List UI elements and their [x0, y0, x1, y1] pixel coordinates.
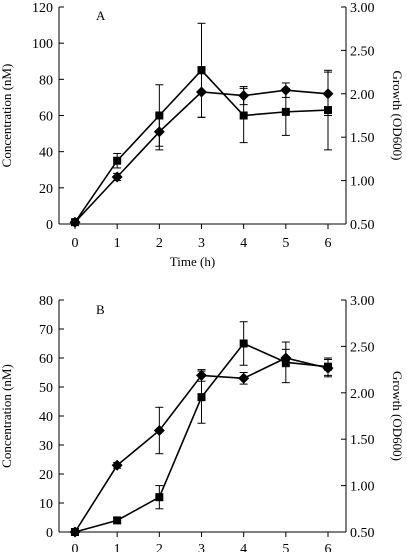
y-tick-label: 20	[39, 182, 53, 197]
panel-letter: B	[96, 302, 105, 317]
y-right-tick-label: 1.00	[350, 175, 375, 190]
diamond-marker	[196, 86, 207, 98]
y-tick-label: 20	[39, 468, 53, 483]
y-tick-label: 60	[39, 352, 53, 367]
x-tick-label: 5	[282, 236, 289, 251]
diamond-marker	[280, 84, 292, 96]
y-tick-label: 50	[39, 381, 53, 396]
square-marker	[281, 107, 290, 116]
y-tick-label: 80	[39, 73, 53, 88]
y-right-tick-label: 1.50	[350, 433, 375, 448]
x-tick-label: 5	[282, 542, 289, 552]
y-right-tick-label: 0.50	[350, 218, 375, 233]
x-tick-label: 6	[325, 542, 332, 552]
diamond-marker	[196, 369, 207, 381]
x-tick-label: 3	[198, 236, 205, 251]
diamond-marker	[111, 459, 123, 471]
square-marker	[155, 493, 164, 502]
y-right-tick-label: 1.50	[350, 131, 375, 146]
series-diamond	[69, 348, 334, 538]
y-axis-title: Concentration (nM)	[0, 364, 14, 468]
y-tick-label: 120	[32, 1, 53, 16]
y-axis-right-title: Growth (OD600)	[390, 71, 405, 161]
y-right-tick-label: 2.00	[350, 387, 375, 402]
y-tick-label: 40	[39, 410, 53, 425]
x-tick-label: 3	[198, 542, 205, 552]
y-tick-label: 60	[39, 110, 53, 125]
y-tick-label: 30	[39, 439, 53, 454]
square-marker	[113, 156, 122, 165]
x-tick-label: 1	[114, 542, 121, 552]
x-tick-label: 2	[156, 236, 163, 251]
y-tick-label: 100	[32, 37, 53, 52]
y-axis-title: Concentration (nM)	[0, 64, 14, 168]
x-tick-label: 4	[240, 236, 247, 251]
diamond-marker	[69, 216, 81, 228]
y-right-tick-label: 3.00	[350, 1, 375, 16]
x-tick-label: 6	[325, 236, 332, 251]
y-tick-label: 40	[39, 146, 53, 161]
y-right-tick-label: 2.50	[350, 340, 375, 355]
panel-letter: A	[96, 8, 106, 23]
diamond-marker	[238, 90, 250, 102]
y-tick-label: 10	[39, 497, 53, 512]
series-square	[71, 321, 332, 536]
x-tick-label: 0	[72, 542, 79, 552]
y-right-tick-label: 0.50	[350, 526, 375, 541]
panel-a: 0 20 40 60 80 100 120 0.50 1.00 1.50 2.00 2.50 3.00 0…	[0, 1, 405, 269]
square-marker	[239, 111, 248, 120]
y-right-tick-label: 3.00	[350, 294, 375, 309]
y-tick-label: 70	[39, 323, 53, 338]
y-right-tick-label: 1.00	[350, 480, 375, 495]
series-square	[71, 22, 332, 227]
square-marker	[197, 393, 206, 402]
x-axis-title: Time (h)	[170, 254, 215, 269]
diamond-marker	[322, 88, 334, 100]
diamond-marker	[238, 372, 250, 384]
square-marker	[239, 339, 248, 348]
diamond-marker	[280, 352, 292, 364]
diamond-marker	[153, 425, 165, 436]
diamond-marker	[111, 171, 123, 183]
y-tick-label: 0	[46, 218, 53, 233]
square-marker	[113, 516, 122, 525]
y-tick-label: 80	[39, 294, 53, 309]
y-right-tick-label: 2.50	[350, 44, 375, 59]
x-tick-label: 0	[72, 236, 79, 251]
diamond-marker	[322, 362, 334, 374]
y-tick-label: 0	[46, 526, 53, 541]
panel-b: 010203040506070800.501.001.502.002.503.0…	[0, 294, 405, 552]
series-diamond	[69, 66, 334, 228]
x-tick-label: 4	[240, 542, 247, 552]
y-axis-right-title: Growth (OD600)	[390, 371, 405, 461]
diamond-marker	[69, 526, 81, 538]
x-tick-label: 2	[156, 542, 163, 552]
y-right-tick-label: 2.00	[350, 88, 375, 103]
diamond-marker	[153, 126, 165, 138]
x-tick-label: 1	[114, 236, 121, 251]
